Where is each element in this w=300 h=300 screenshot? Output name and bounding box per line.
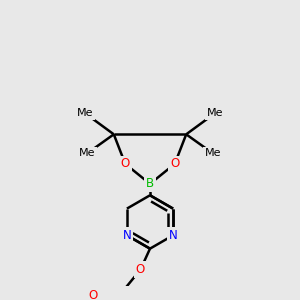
Text: Me: Me (205, 148, 221, 158)
Text: N: N (169, 229, 178, 242)
Text: O: O (121, 158, 130, 170)
Text: O: O (170, 158, 179, 170)
Text: Me: Me (77, 108, 94, 118)
Text: Me: Me (79, 148, 95, 158)
Text: Me: Me (206, 108, 223, 118)
Text: N: N (122, 229, 131, 242)
Text: B: B (146, 177, 154, 190)
Text: O: O (88, 289, 98, 300)
Text: O: O (136, 263, 145, 276)
